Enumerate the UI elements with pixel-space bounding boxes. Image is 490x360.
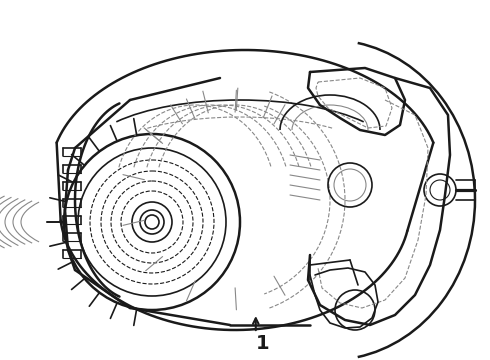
Text: 1: 1: [255, 334, 269, 352]
